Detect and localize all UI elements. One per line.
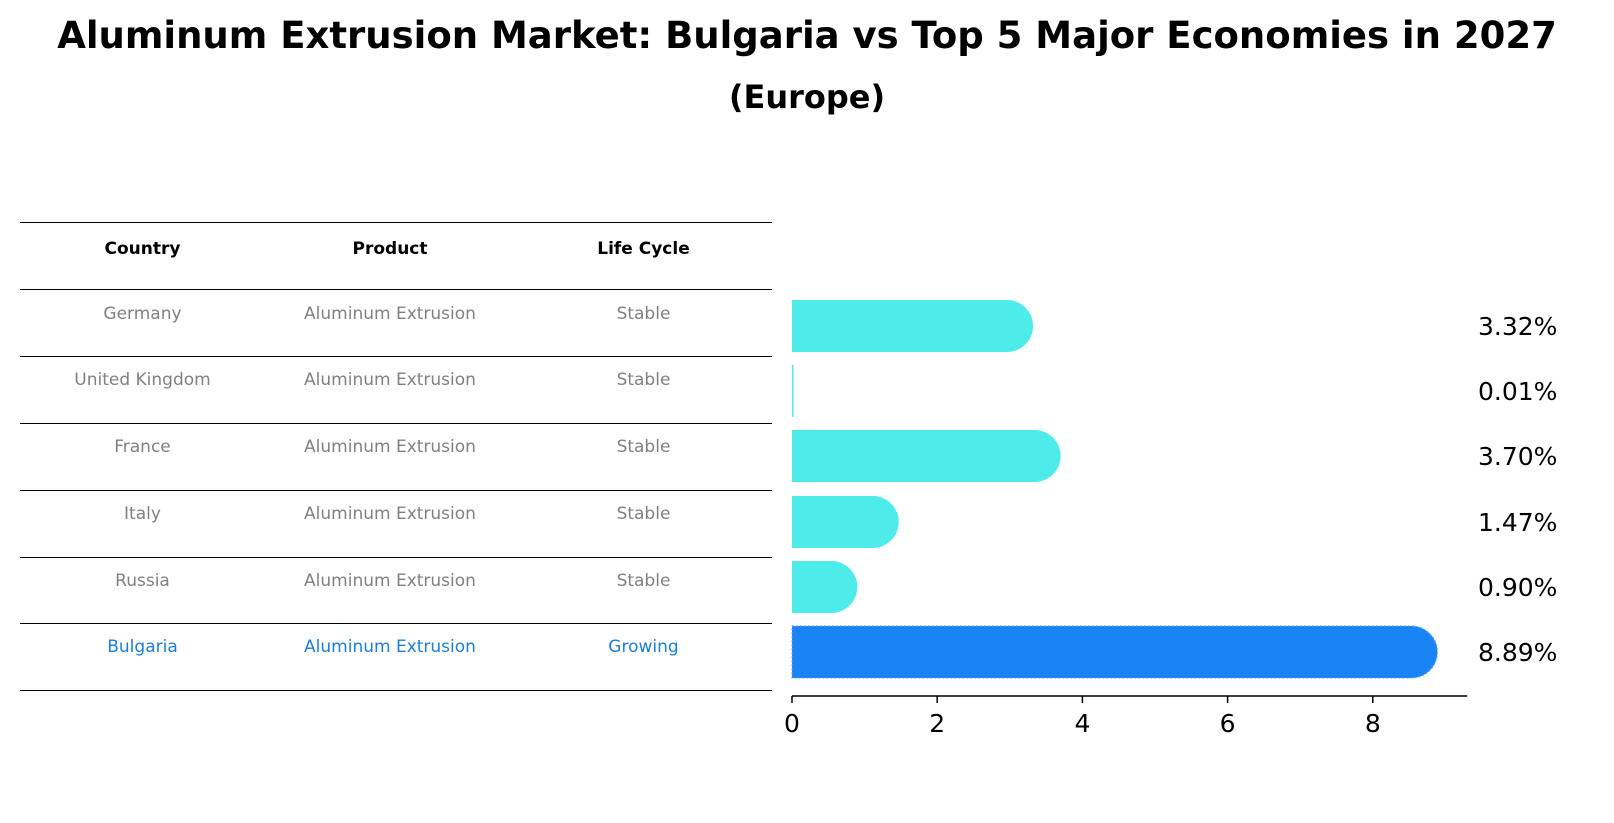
table-rule: [20, 557, 772, 558]
header-country: Country: [104, 239, 181, 259]
table-rule: [20, 490, 772, 491]
table-rule: [20, 623, 772, 624]
x-tick-label: 6: [1220, 709, 1236, 738]
table-cell-life-cycle: Stable: [616, 304, 671, 324]
header-product: Product: [352, 239, 428, 259]
chart-subtitle: (Europe): [728, 78, 886, 116]
x-tick-label: 4: [1074, 709, 1090, 738]
value-label: 3.32%: [1478, 312, 1557, 341]
chart-title: Aluminum Extrusion Market: Bulgaria vs T…: [57, 14, 1557, 57]
bar-bulgaria: [791, 625, 1438, 679]
value-label: 0.90%: [1478, 573, 1557, 602]
x-tick-label: 2: [929, 709, 945, 738]
table-cell-life-cycle: Stable: [616, 571, 671, 591]
value-label: 8.89%: [1478, 638, 1557, 667]
table-cell-product: Aluminum Extrusion: [304, 304, 476, 324]
header-life-cycle: Life Cycle: [597, 239, 690, 259]
table-rule: [20, 356, 772, 357]
bar-france: [792, 430, 1061, 482]
table-cell-life-cycle: Growing: [608, 637, 679, 657]
table-cell-product: Aluminum Extrusion: [304, 571, 476, 591]
table-cell-product: Aluminum Extrusion: [304, 504, 476, 524]
table-cell-country: United Kingdom: [74, 370, 211, 390]
value-label: 3.70%: [1478, 442, 1557, 471]
table-cell-country: Germany: [103, 304, 182, 324]
bar-germany: [792, 300, 1034, 352]
table-cell-product: Aluminum Extrusion: [304, 637, 476, 657]
table-cell-country: Bulgaria: [107, 637, 178, 657]
table-cell-life-cycle: Stable: [616, 437, 671, 457]
bar-italy: [792, 496, 899, 548]
bar-russia: [792, 561, 858, 613]
table-cell-country: Italy: [124, 504, 161, 524]
value-label: 1.47%: [1478, 508, 1557, 537]
table-cell-life-cycle: Stable: [616, 504, 671, 524]
table-rule: [20, 289, 772, 290]
bar-united-kingdom: [792, 365, 794, 417]
value-label: 0.01%: [1478, 377, 1557, 406]
table-rule: [20, 222, 772, 223]
x-tick-label: 8: [1365, 709, 1381, 738]
x-tick-label: 0: [784, 709, 800, 738]
table-cell-country: France: [114, 437, 171, 457]
table-rule: [20, 690, 772, 691]
table-cell-life-cycle: Stable: [616, 370, 671, 390]
table-cell-product: Aluminum Extrusion: [304, 437, 476, 457]
table-rule: [20, 423, 772, 424]
table-cell-country: Russia: [115, 571, 170, 591]
table-cell-product: Aluminum Extrusion: [304, 370, 476, 390]
